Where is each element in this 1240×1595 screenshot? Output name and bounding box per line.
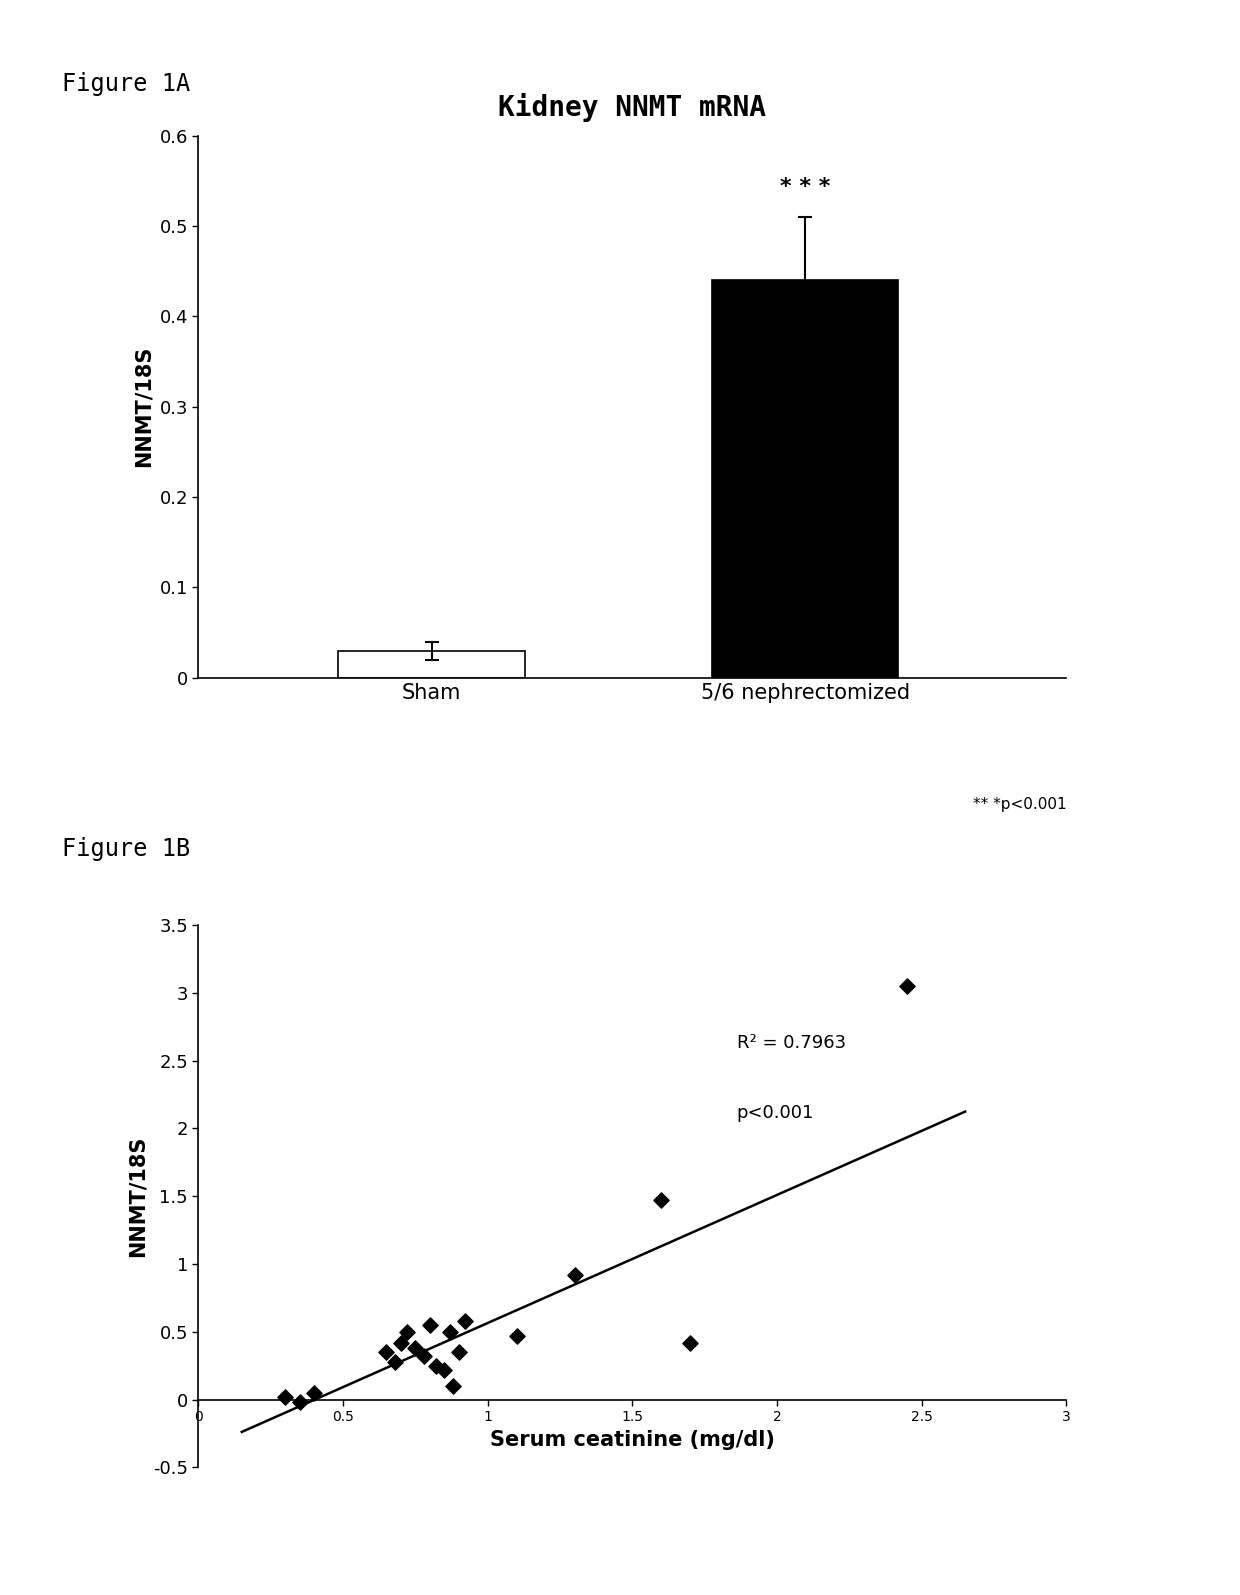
Point (443, 1373, 463, 1399)
Point (434, 1357, 454, 1383)
Bar (712, 281, 899, 678)
Point (564, 1262, 584, 1287)
Point (898, 973, 918, 998)
Text: Figure 1B: Figure 1B (62, 837, 190, 861)
Title: Kidney NNMT mRNA: Kidney NNMT mRNA (498, 93, 766, 123)
Point (397, 1319, 417, 1345)
X-axis label: Serum ceatinine (mg/dl): Serum ceatinine (mg/dl) (490, 1429, 775, 1450)
Point (440, 1319, 460, 1345)
Point (420, 1313, 440, 1338)
Point (651, 1188, 671, 1214)
Y-axis label: NNMT/18S: NNMT/18S (134, 346, 154, 467)
Point (455, 1308, 475, 1333)
Text: ** *p<0.001: ** *p<0.001 (972, 798, 1066, 812)
Point (425, 1353, 445, 1378)
Point (414, 1343, 434, 1369)
Text: p<0.001: p<0.001 (737, 1104, 813, 1121)
Point (290, 1389, 310, 1415)
Text: Figure 1A: Figure 1A (62, 72, 190, 96)
Y-axis label: NNMT/18S: NNMT/18S (128, 1136, 148, 1257)
Text: * * *: * * * (780, 177, 831, 198)
Point (391, 1330, 410, 1356)
Point (449, 1340, 469, 1365)
Point (681, 1330, 701, 1356)
Point (304, 1380, 324, 1405)
Point (507, 1324, 527, 1349)
Text: R² = 0.7963: R² = 0.7963 (737, 1034, 846, 1051)
Bar (339, 651, 525, 678)
Point (275, 1384, 295, 1410)
Point (405, 1335, 425, 1361)
Point (386, 1349, 405, 1375)
Point (377, 1340, 397, 1365)
